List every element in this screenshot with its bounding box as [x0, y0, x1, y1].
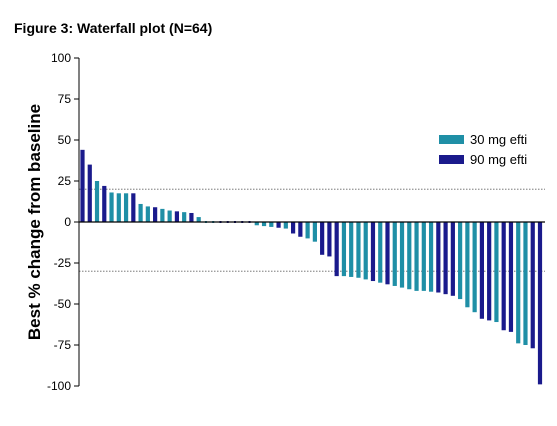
bar [341, 222, 347, 277]
bar [385, 222, 390, 285]
bar [153, 207, 158, 222]
bar [392, 222, 397, 286]
bar [443, 222, 448, 295]
bar [174, 211, 180, 222]
bar [312, 222, 317, 242]
bar [167, 210, 172, 222]
bar [501, 222, 506, 331]
bar [399, 222, 405, 288]
y-tick-label: -50 [54, 297, 72, 311]
bar [472, 222, 477, 313]
bar [269, 222, 274, 227]
legend-label: 30 mg efti [470, 132, 527, 147]
bar [458, 222, 463, 300]
bar [87, 164, 92, 222]
bar [523, 222, 528, 345]
bar [428, 222, 434, 292]
bar [109, 192, 114, 222]
bar [261, 222, 267, 227]
bar [465, 222, 470, 308]
bar [116, 193, 121, 222]
y-tick-label: 50 [58, 133, 72, 147]
bar [189, 212, 194, 222]
bar [160, 208, 165, 222]
bar [378, 222, 383, 283]
bar [487, 222, 492, 321]
bar [290, 222, 296, 234]
bar [305, 222, 310, 239]
bar [94, 181, 100, 222]
bar [363, 222, 368, 280]
bar [450, 222, 455, 296]
bars-group [80, 149, 543, 385]
legend-label: 90 mg efti [470, 152, 527, 167]
bar [138, 203, 143, 222]
bar [479, 222, 485, 319]
y-tick-label: -100 [47, 379, 71, 393]
bar [123, 193, 129, 222]
bar [414, 222, 419, 291]
bar [349, 222, 354, 277]
bar [276, 222, 281, 228]
bar [131, 193, 136, 222]
y-tick-label: -75 [54, 338, 72, 352]
bar [283, 222, 288, 229]
bar [320, 222, 325, 255]
bar [102, 185, 107, 222]
y-tick-label: 75 [58, 92, 72, 106]
legend: 30 mg efti 90 mg efti [439, 132, 527, 167]
bar [421, 222, 426, 291]
chart-title: Figure 3: Waterfall plot (N=64) [14, 20, 213, 36]
bar [436, 222, 441, 293]
y-ticks: 100 75 50 25 0 -25 -50 -75 -100 [47, 51, 79, 393]
bar [327, 222, 332, 257]
bar [370, 222, 376, 282]
bar [516, 222, 521, 344]
bar [196, 217, 201, 222]
y-tick-label: 100 [51, 51, 71, 65]
axes-group [78, 58, 545, 386]
bar [407, 222, 412, 290]
legend-swatch [439, 155, 464, 164]
bar [537, 222, 543, 385]
bar [494, 222, 499, 323]
bar [508, 222, 514, 332]
y-tick-label: 0 [64, 215, 71, 229]
legend-swatch [439, 135, 464, 144]
bar [254, 222, 259, 226]
y-axis-label: Best % change from baseline [25, 104, 44, 340]
bar [182, 212, 187, 222]
y-tick-label: 25 [58, 174, 72, 188]
bar [530, 222, 535, 349]
bar [145, 206, 150, 222]
bar [80, 149, 85, 222]
bar [334, 222, 339, 277]
bar [356, 222, 361, 278]
bar [298, 222, 303, 237]
y-tick-label: -25 [54, 256, 72, 270]
